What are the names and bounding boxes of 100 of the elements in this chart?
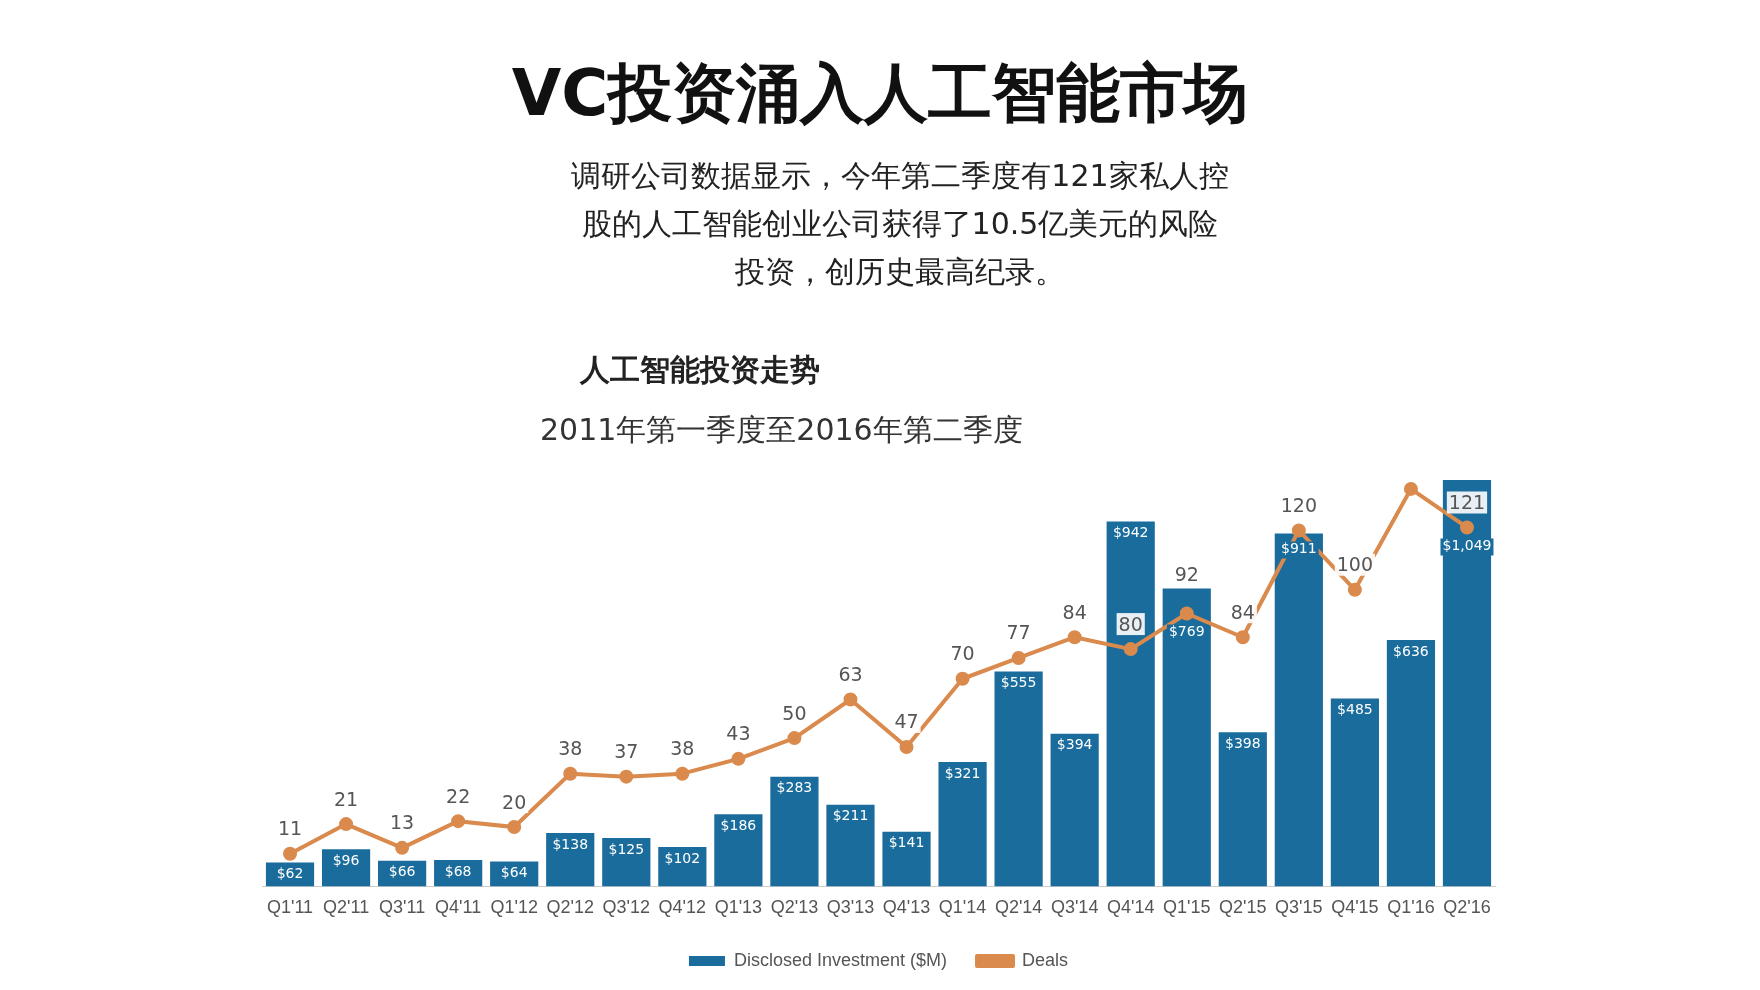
x-tick-label: Q4'14: [1106, 897, 1155, 918]
data-label: $138: [552, 835, 589, 852]
point: [899, 739, 914, 754]
x-tick-label: Q2'15: [1219, 897, 1267, 918]
data-label: 121: [1448, 490, 1486, 513]
point: [675, 766, 690, 781]
x-tick-label: Q3'11: [379, 897, 426, 918]
data-label: $66: [388, 863, 416, 880]
bar: [1274, 533, 1323, 887]
data-label: 11: [277, 817, 303, 840]
point: [1235, 630, 1250, 645]
x-tick-label: Q3'14: [1050, 897, 1099, 918]
data-label: $141: [888, 834, 925, 851]
data-label: $636: [1393, 642, 1429, 659]
bar: [1106, 521, 1155, 887]
data-label: $769: [1168, 623, 1205, 640]
x-tick-label: Q4'12: [658, 897, 707, 918]
data-label: 13: [390, 811, 415, 834]
legend-label: Disclosed Investment ($M): [733, 949, 948, 970]
point: [619, 769, 634, 784]
point: [1347, 582, 1362, 597]
point: [1459, 520, 1474, 535]
bar: [1218, 732, 1267, 887]
data-label: 38: [558, 737, 583, 760]
x-tick-label: Q4'11: [435, 897, 482, 918]
legend-label: Deals: [1022, 949, 1069, 970]
data-label: 120: [1280, 493, 1317, 516]
x-tick-label: Q1'12: [490, 897, 538, 918]
data-label: 70: [950, 642, 975, 665]
data-label: $64: [500, 864, 528, 881]
data-label: 22: [446, 784, 471, 807]
data-label: 77: [1006, 621, 1031, 644]
x-tick-label: Q1'14: [938, 897, 987, 918]
point: [1403, 481, 1418, 496]
data-label: 50: [782, 701, 807, 724]
data-label: $96: [332, 851, 360, 868]
data-label: 38: [670, 737, 695, 760]
data-label: $942: [1112, 524, 1149, 541]
chart-subtitle: 调研公司数据显示，今年第二季度有121家私人控股的人工智能创业公司获得了10.5亿美元的风险投资，创历史最高纪录。: [570, 157, 1230, 291]
bar: [938, 762, 987, 887]
bar: [770, 776, 819, 887]
point: [1067, 630, 1082, 645]
point: [507, 820, 522, 835]
x-tick-label: Q1'16: [1387, 897, 1435, 918]
x-tick-label: Q4'13: [882, 897, 931, 918]
x-tick-label: Q2'11: [323, 897, 370, 918]
data-label: $485: [1337, 701, 1373, 718]
data-label: $186: [720, 816, 757, 833]
data-label: 21: [333, 787, 359, 810]
data-label: 43: [726, 722, 751, 745]
data-label: 47: [894, 710, 919, 733]
data-label: $398: [1224, 734, 1261, 751]
point: [395, 840, 410, 855]
point: [955, 671, 970, 686]
x-tick-label: Q1'13: [714, 897, 763, 918]
x-tick-label: Q3'13: [826, 897, 875, 918]
x-tick-label: Q2'16: [1443, 897, 1491, 918]
point: [1179, 606, 1194, 621]
data-label: $394: [1056, 736, 1093, 753]
data-label: $211: [832, 807, 869, 824]
point: [731, 751, 746, 766]
data-label: 84: [1062, 600, 1087, 623]
bar: [1330, 698, 1379, 887]
point: [563, 766, 578, 781]
data-label: 100: [1336, 553, 1374, 576]
point: [451, 814, 466, 829]
point: [1291, 523, 1306, 538]
x-tick-label: Q1'11: [266, 897, 314, 918]
x-tick-label: Q1'15: [1163, 897, 1211, 918]
data-label: 37: [614, 740, 639, 763]
data-label: 80: [1118, 612, 1143, 635]
bar: [1162, 588, 1211, 887]
data-label: 63: [838, 662, 863, 685]
x-tick-label: Q3'12: [602, 897, 651, 918]
data-label: $283: [776, 779, 813, 796]
chart-title: VC投资涌入人工智能市场: [510, 55, 1250, 132]
x-tick-label: Q2'12: [546, 897, 594, 918]
point: [339, 817, 354, 832]
data-label: $68: [444, 862, 472, 879]
data-label: $321: [944, 764, 981, 781]
point: [1011, 650, 1026, 665]
data-label: $102: [664, 849, 701, 866]
x-tick-label: Q2'13: [770, 897, 819, 918]
bar: [994, 671, 1043, 887]
x-tick-label: Q2'14: [994, 897, 1043, 918]
point: [283, 846, 298, 861]
data-label: $62: [276, 865, 304, 882]
data-label: $911: [1281, 540, 1317, 557]
data-label: 84: [1230, 600, 1255, 623]
bar: [1050, 733, 1099, 887]
data-label: $125: [608, 840, 645, 857]
text: 人工智能投资走势: [580, 351, 820, 389]
data-label: $555: [1000, 674, 1037, 691]
x-tick-label: Q3'15: [1275, 897, 1323, 918]
data-label: 20: [502, 790, 527, 813]
data-label: $1,049: [1442, 537, 1492, 554]
bar: [1386, 640, 1436, 887]
point: [1123, 642, 1138, 657]
point: [787, 731, 802, 746]
x-tick-label: Q4'15: [1331, 897, 1379, 918]
